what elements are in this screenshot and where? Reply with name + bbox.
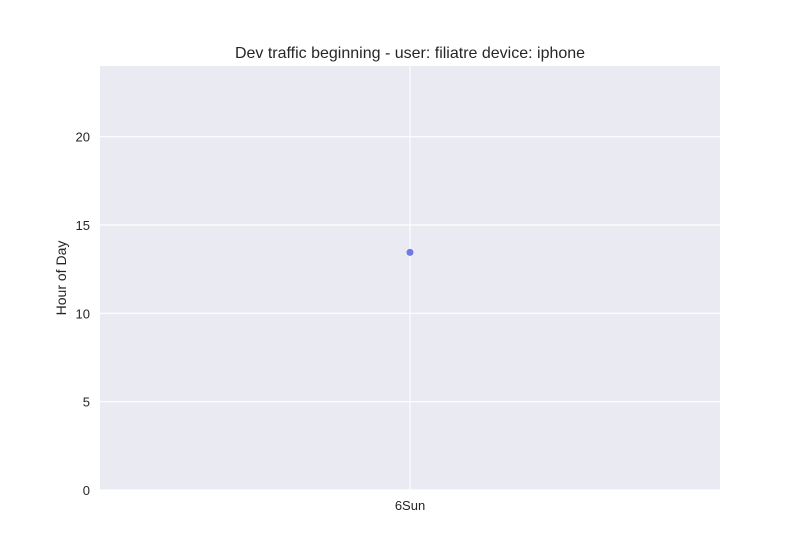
data-point (406, 248, 414, 256)
y-tick-label: 20 (76, 130, 90, 145)
y-tick-label: 15 (76, 218, 90, 233)
x-tick-label: 6Sun (395, 498, 425, 513)
data-points (406, 248, 414, 256)
grid-lines (100, 66, 720, 491)
y-tick-label: 5 (83, 395, 90, 410)
x-axis-ticks: 6Sun (395, 498, 425, 513)
chart-title: Dev traffic beginning - user: filiatre d… (235, 45, 585, 62)
y-axis-label: Hour of Day (53, 241, 69, 316)
y-axis-ticks: 0 5 10 15 20 (76, 130, 90, 498)
y-tick-label: 10 (76, 306, 90, 321)
y-tick-label: 0 (83, 483, 90, 498)
